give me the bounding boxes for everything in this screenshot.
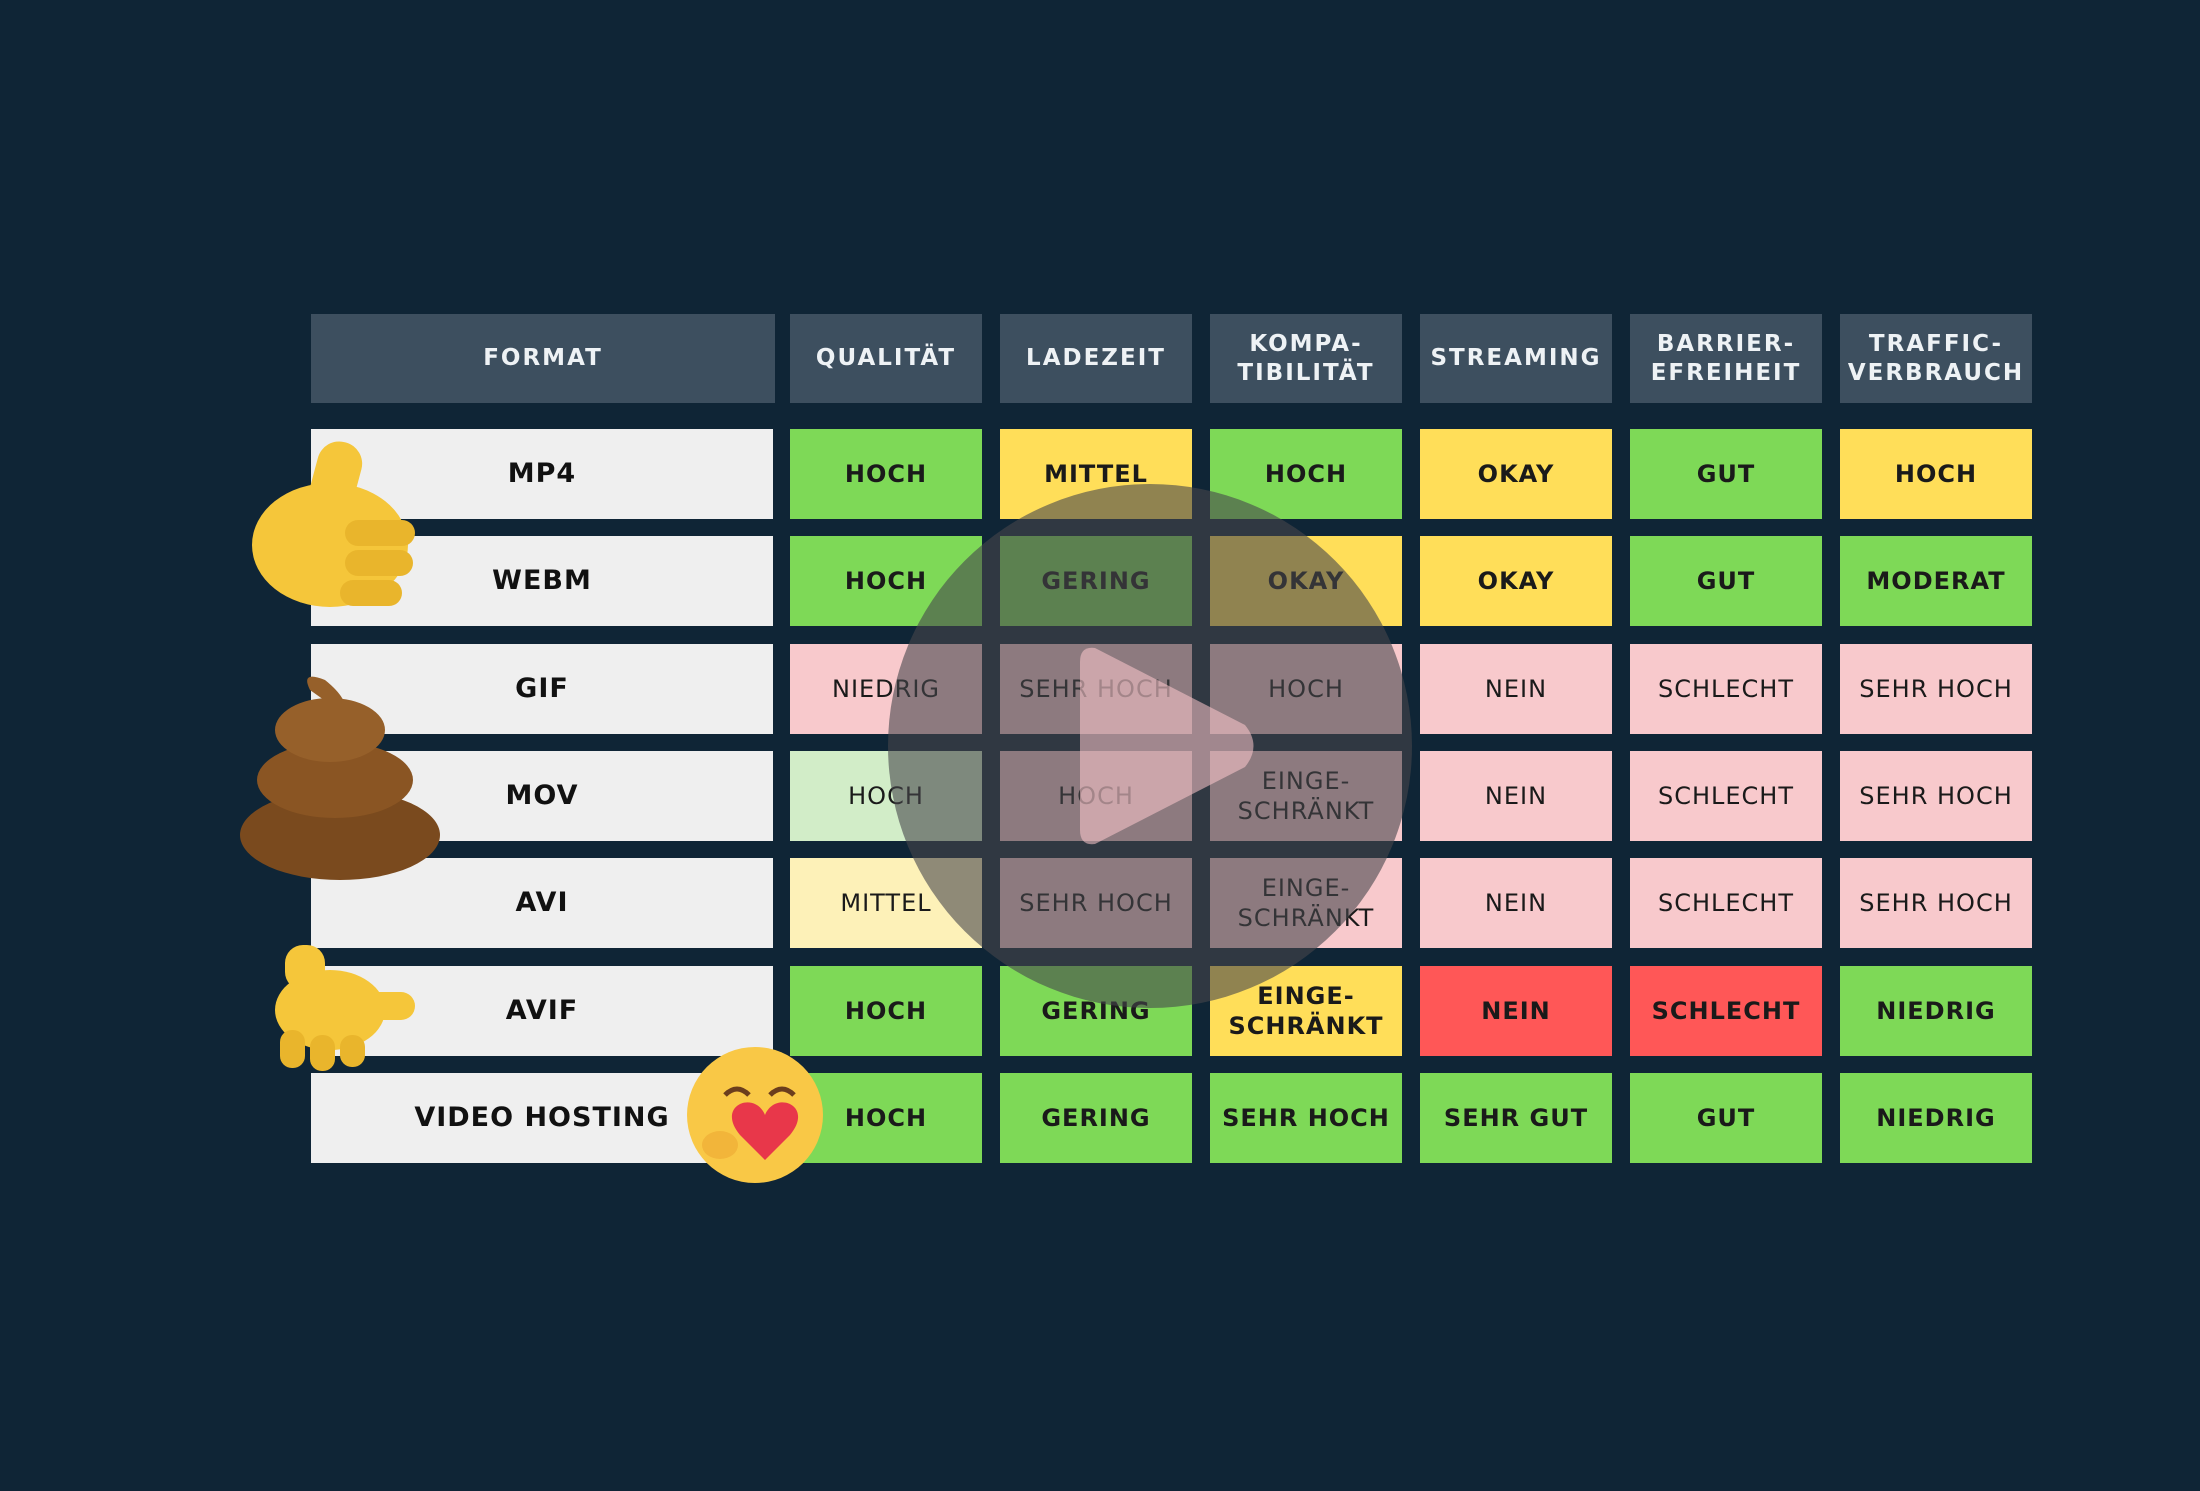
column-header: BARRIER- EFREIHEIT: [1630, 314, 1822, 403]
format-cell: VIDEO HOSTING: [311, 1072, 773, 1163]
value-cell: NEIN: [1420, 750, 1612, 841]
value-cell: GERING: [1000, 965, 1192, 1056]
value-cell: HOCH: [790, 1072, 982, 1163]
value-cell: MITTEL: [790, 858, 982, 949]
value-cell: HOCH: [1000, 750, 1192, 841]
value-cell: MITTEL: [1000, 429, 1192, 519]
value-cell: SEHR HOCH: [1840, 750, 2032, 841]
value-cell: NIEDRIG: [790, 643, 982, 734]
value-cell: SEHR GUT: [1420, 1072, 1612, 1163]
column-header: STREAMING: [1420, 314, 1612, 403]
column-header: QUALITÄT: [790, 314, 982, 403]
format-cell: AVI: [311, 858, 773, 949]
value-cell: HOCH: [790, 429, 982, 519]
format-cell: MP4: [311, 429, 773, 519]
value-cell: HOCH: [1210, 643, 1402, 734]
value-cell: GUT: [1630, 1072, 1822, 1163]
value-cell: OKAY: [1210, 536, 1402, 627]
value-cell: MODERAT: [1840, 536, 2032, 627]
value-cell: OKAY: [1420, 429, 1612, 519]
value-cell: HOCH: [1210, 429, 1402, 519]
value-cell: EINGE- SCHRÄNKT: [1210, 965, 1402, 1056]
value-cell: HOCH: [790, 750, 982, 841]
value-cell: SCHLECHT: [1630, 643, 1822, 734]
column-header: KOMPA- TIBILITÄT: [1210, 314, 1402, 403]
value-cell: SEHR HOCH: [1000, 858, 1192, 949]
column-header: LADEZEIT: [1000, 314, 1192, 403]
value-cell: HOCH: [1840, 429, 2032, 519]
value-cell: GERING: [1000, 536, 1192, 627]
value-cell: SEHR HOCH: [1210, 1072, 1402, 1163]
value-cell: HOCH: [790, 965, 982, 1056]
value-cell: SEHR HOCH: [1840, 643, 2032, 734]
value-cell: NEIN: [1420, 858, 1612, 949]
value-cell: NEIN: [1420, 643, 1612, 734]
format-cell: GIF: [311, 643, 773, 734]
value-cell: GERING: [1000, 1072, 1192, 1163]
value-cell: SCHLECHT: [1630, 858, 1822, 949]
value-cell: SCHLECHT: [1630, 965, 1822, 1056]
value-cell: NEIN: [1420, 965, 1612, 1056]
value-cell: HOCH: [790, 536, 982, 627]
value-cell: GUT: [1630, 429, 1822, 519]
value-cell: NIEDRIG: [1840, 1072, 2032, 1163]
format-cell: AVIF: [311, 965, 773, 1056]
value-cell: GUT: [1630, 536, 1822, 627]
value-cell: NIEDRIG: [1840, 965, 2032, 1056]
value-cell: SEHR HOCH: [1000, 643, 1192, 734]
value-cell: OKAY: [1420, 536, 1612, 627]
value-cell: EINGE- SCHRÄNKT: [1210, 750, 1402, 841]
value-cell: EINGE- SCHRÄNKT: [1210, 858, 1402, 949]
value-cell: SEHR HOCH: [1840, 858, 2032, 949]
format-cell: MOV: [311, 750, 773, 841]
column-header: FORMAT: [311, 314, 775, 403]
column-header: TRAFFIC- VERBRAUCH: [1840, 314, 2032, 403]
format-cell: WEBM: [311, 536, 773, 627]
value-cell: SCHLECHT: [1630, 750, 1822, 841]
